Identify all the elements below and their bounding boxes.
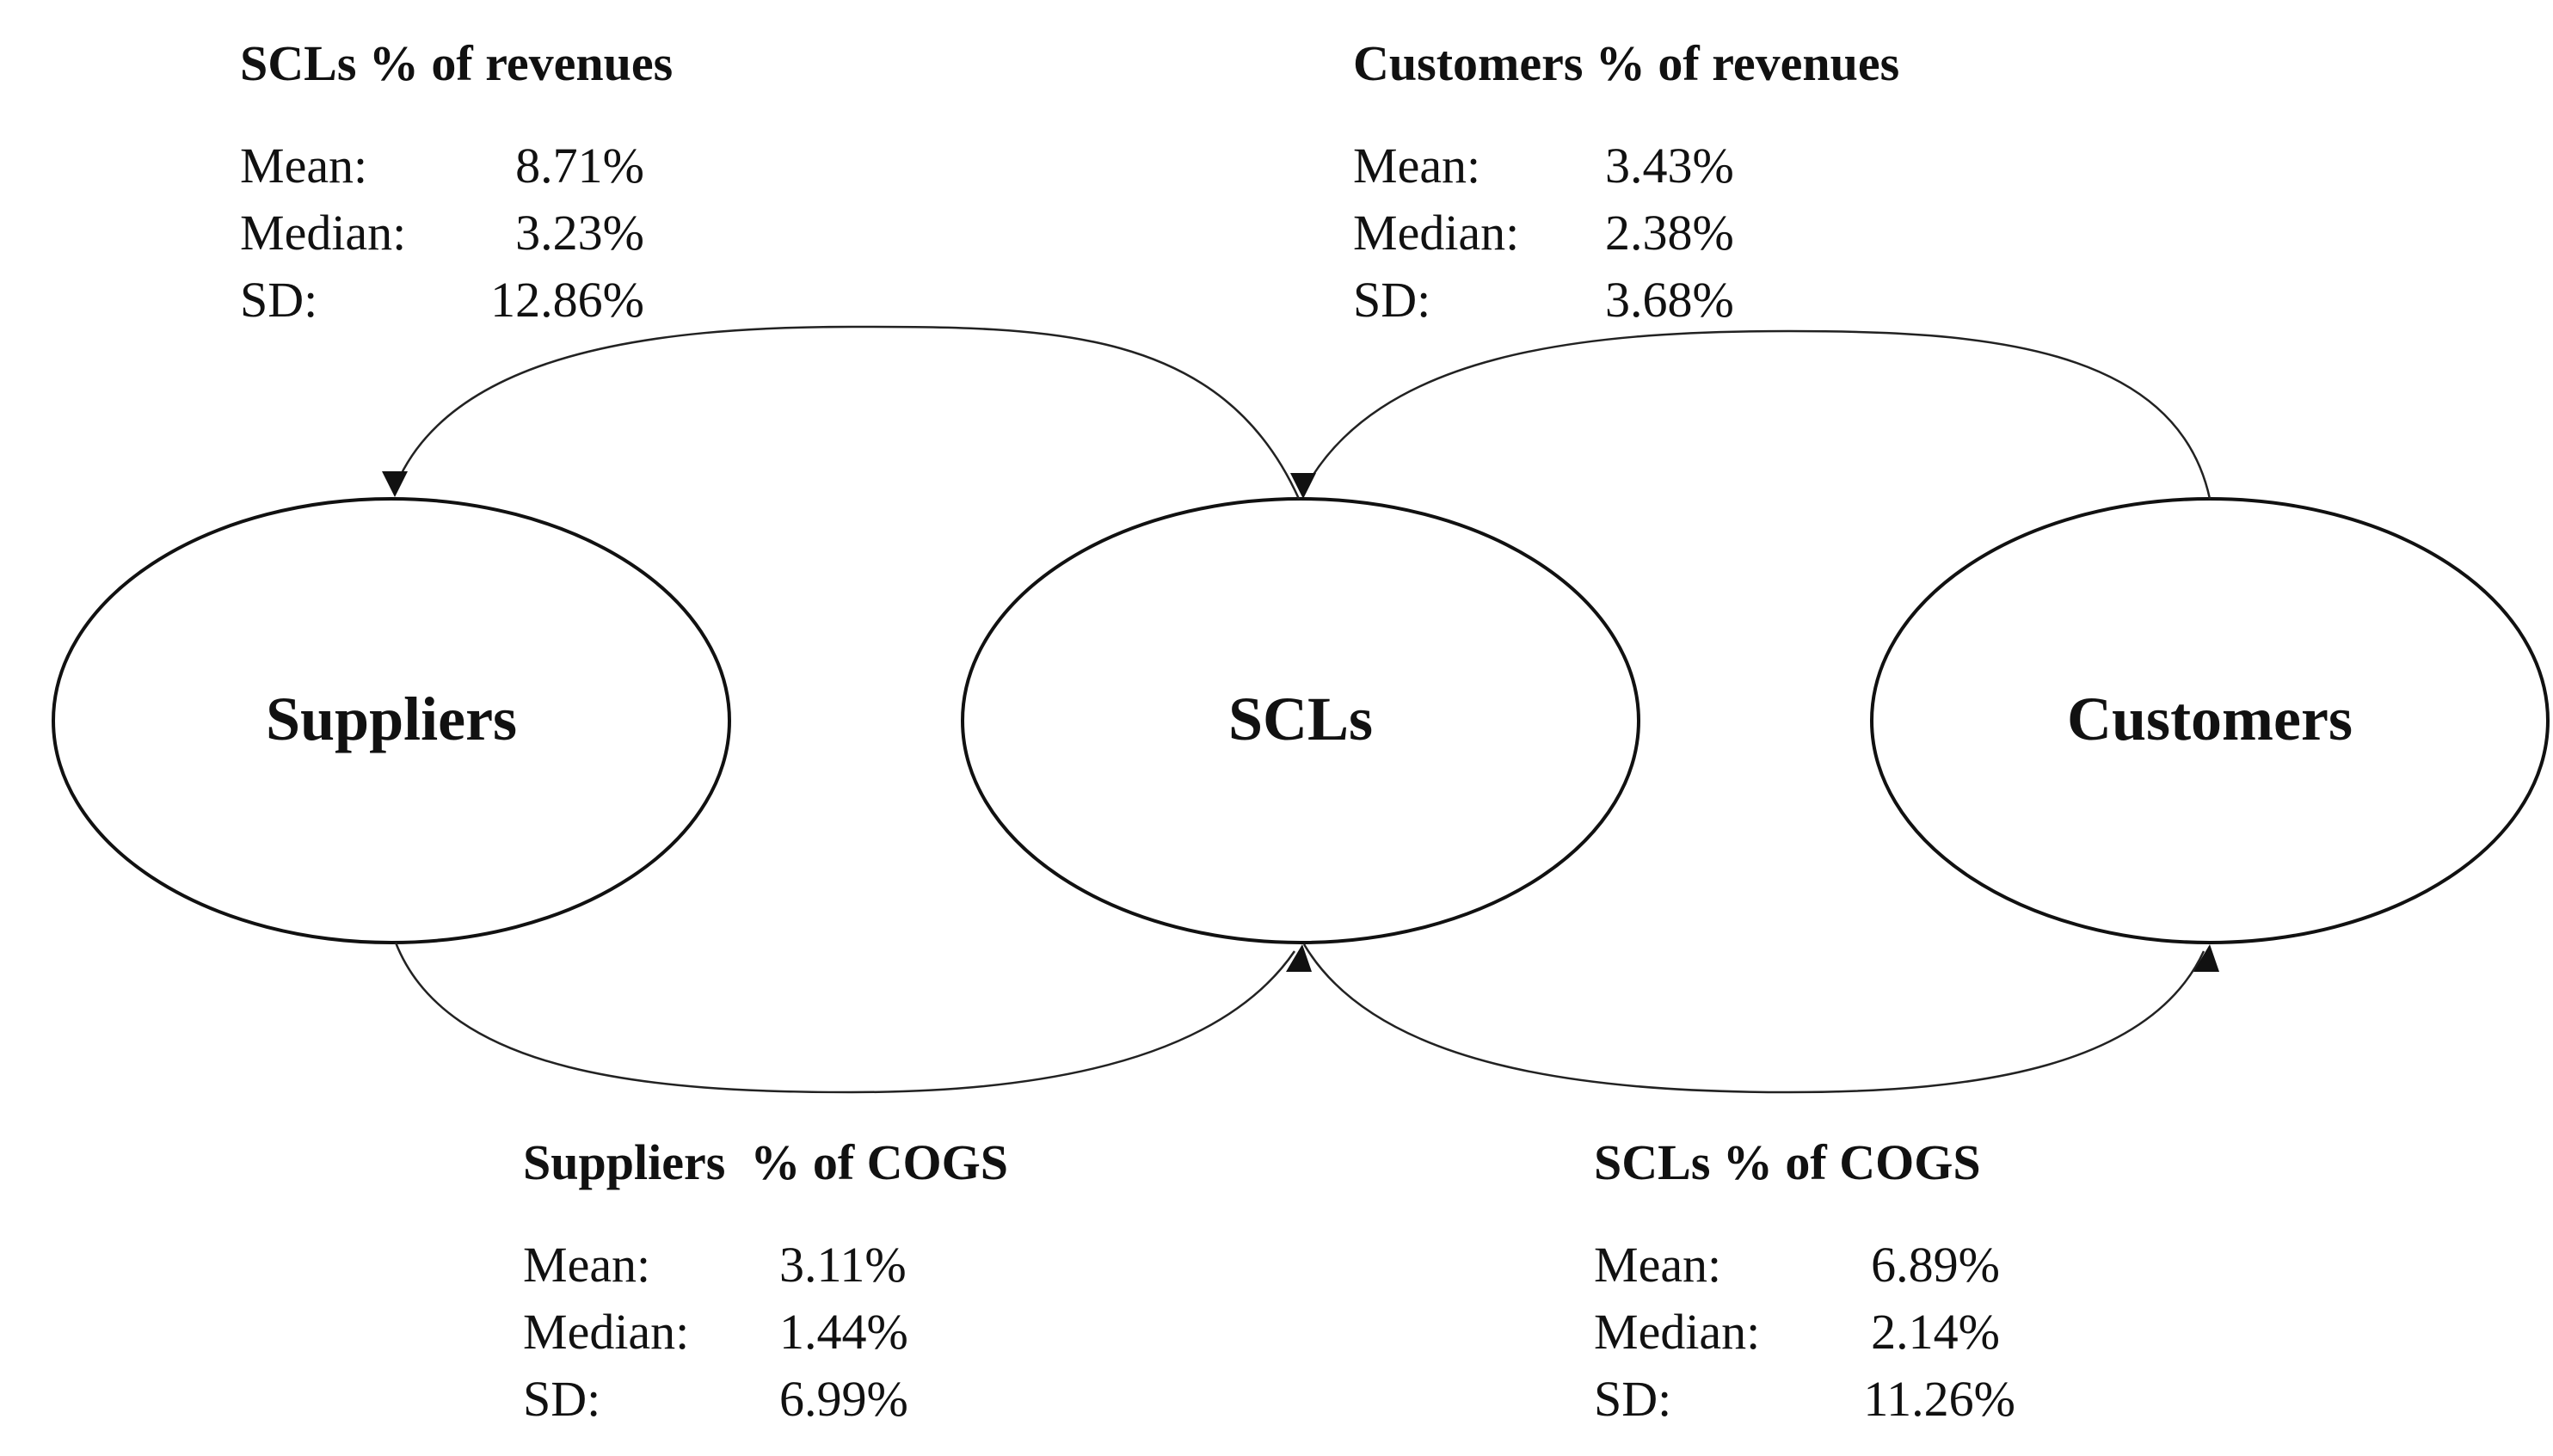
row-label: SD: <box>523 1371 601 1427</box>
row-value: 3.23% <box>515 205 644 261</box>
row-value: 6.89% <box>1871 1237 2000 1293</box>
arrowhead-scls-bottom <box>1286 944 1312 972</box>
row-label: Median: <box>240 205 407 261</box>
stats-row-mean: Mean: 8.71% <box>240 133 644 199</box>
row-value: 3.43% <box>1605 138 1734 194</box>
customers-label: Customers <box>2067 685 2353 753</box>
arrow-customers-to-scls <box>1301 329 2212 500</box>
row-value: 1.44% <box>779 1304 908 1360</box>
row-label: SD: <box>1353 272 1431 328</box>
stats-row-sd: SD: 11.26% <box>1594 1367 2015 1432</box>
row-label: Mean: <box>523 1237 651 1293</box>
stats-row-median: Median: 2.14% <box>1594 1299 2015 1365</box>
row-value: 2.38% <box>1605 205 1734 261</box>
arrow-scls-to-customers <box>1302 943 2205 1094</box>
stats-row-sd: SD: 3.68% <box>1353 267 1955 333</box>
stats-scls-cogs: SCLs % of COGS Mean: 6.89% Median: 2.14%… <box>1594 1133 2110 1443</box>
stats-row-median: Median: 3.23% <box>240 200 644 266</box>
stats-customers-revenues: Customers % of revenues Mean: 3.43% Medi… <box>1353 34 1955 328</box>
row-value: 3.68% <box>1605 272 1734 328</box>
stats-row-mean: Mean: 6.89% <box>1594 1232 2015 1298</box>
stats-row-median: Median: 1.44% <box>523 1299 1125 1365</box>
stats-row-sd: SD: 12.86% <box>240 267 644 333</box>
stats-row-mean: Mean: 3.11% <box>523 1232 1125 1298</box>
stats-row-median: Median: 2.38% <box>1353 200 1955 266</box>
stats-title: SCLs % of COGS <box>1594 1134 1981 1190</box>
row-label: Median: <box>1353 205 1520 261</box>
arrow-scls-to-suppliers <box>392 325 1301 500</box>
stats-title: SCLs % of revenues <box>240 35 674 91</box>
row-value: 2.14% <box>1871 1304 2000 1360</box>
stats-row-sd: SD: 6.99% <box>523 1367 1125 1432</box>
arrowhead-scls-top <box>1290 473 1316 499</box>
row-label: Mean: <box>240 138 368 194</box>
row-value: 11.26% <box>1863 1371 2015 1427</box>
stats-suppliers-cogs: Suppliers % of COGS Mean: 3.11% Median: … <box>523 1133 1125 1443</box>
scls-node <box>961 497 1640 944</box>
row-value: 8.71% <box>515 138 644 194</box>
suppliers-node <box>52 497 731 944</box>
row-label: SD: <box>240 272 318 328</box>
stats-title: Customers % of revenues <box>1353 35 1900 91</box>
stats-row-mean: Mean: 3.43% <box>1353 133 1955 199</box>
row-value: 12.86% <box>490 272 644 328</box>
row-value: 3.11% <box>779 1237 907 1293</box>
row-label: Median: <box>523 1304 690 1360</box>
row-value: 6.99% <box>779 1371 908 1427</box>
row-label: Median: <box>1594 1304 1761 1360</box>
scls-label: SCLs <box>1227 685 1374 753</box>
stats-title: Suppliers % of COGS <box>523 1134 1008 1190</box>
stats-scls-revenues: SCLs % of revenues Mean: 8.71% Median: 3… <box>240 34 674 328</box>
row-label: Mean: <box>1594 1237 1722 1293</box>
row-label: Mean: <box>1353 138 1481 194</box>
arrowhead-customers-bottom <box>2193 944 2219 972</box>
row-label: SD: <box>1594 1371 1672 1427</box>
arrowhead-suppliers-top <box>382 471 408 497</box>
arrow-suppliers-to-scls <box>394 942 1296 1094</box>
suppliers-label: Suppliers <box>265 685 518 753</box>
